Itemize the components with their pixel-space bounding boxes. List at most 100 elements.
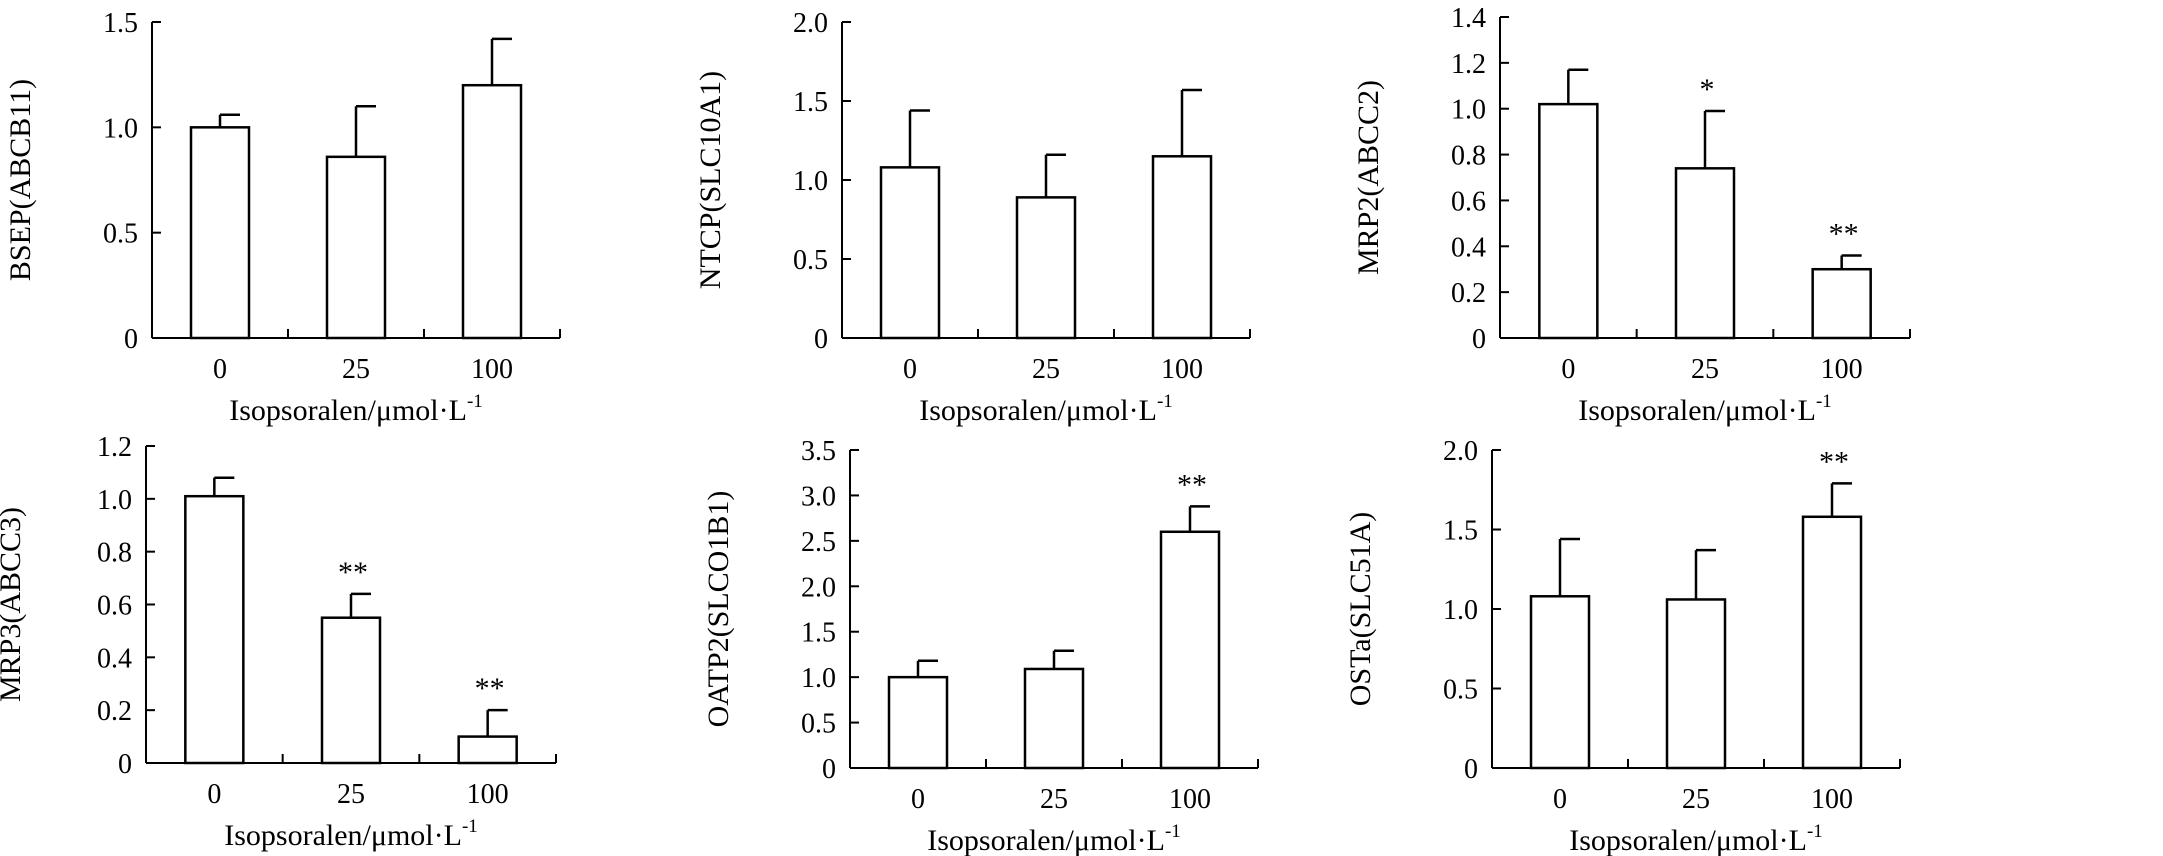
panel-oatp2: 00.51.01.52.02.53.03.50 25**100Isopsorale… bbox=[702, 436, 1259, 856]
panel-bsep: 0 0.5 1.0 1.5 0 25 100 Isopsoralen/μmol·L-1 BSEP… bbox=[4, 8, 561, 427]
panel-ntcp: 00.51.01.52.00 25 100Isopsoralen/μmol·L-1N… bbox=[694, 8, 1251, 427]
y-tick-label: 3.5 bbox=[801, 436, 836, 467]
significance-marker: * bbox=[1700, 73, 1715, 106]
significance-marker: ** bbox=[1177, 468, 1207, 501]
y-tick-label: 0 bbox=[1464, 754, 1478, 785]
bar-0 bbox=[184, 494, 245, 765]
x-axis-label: Isopsoralen/μmol·L-1 bbox=[919, 391, 1173, 427]
y-axis-label: OATP2(SLCO1B1) bbox=[702, 491, 735, 728]
y-axis-label: OSTa(SLC51A) bbox=[1344, 512, 1377, 707]
bar-25 bbox=[1674, 167, 1736, 340]
y-tick-label: 1.4 bbox=[1451, 3, 1486, 34]
significance-marker: ** bbox=[1829, 217, 1859, 250]
x-axis-label: Isopsoralen/μmol·L-1 bbox=[229, 391, 483, 427]
y-tick-label: 0.6 bbox=[1451, 186, 1486, 217]
y-tick-label: 0.6 bbox=[97, 591, 132, 622]
bar-25 bbox=[1023, 667, 1085, 770]
x-tick-label: 25 bbox=[1032, 354, 1060, 385]
bar-25 bbox=[1665, 598, 1727, 770]
y-tick-label: 2.0 bbox=[793, 8, 828, 39]
y-tick-label: 1.5 bbox=[801, 618, 836, 649]
y-tick-label: 0.4 bbox=[97, 643, 132, 674]
x-axis-label: Isopsoralen/μmol·L-1 bbox=[1578, 391, 1832, 427]
y-tick-label: 0.5 bbox=[801, 709, 836, 740]
x-axis-label: Isopsoralen/μmol·L-1 bbox=[1569, 821, 1823, 856]
y-tick-label: 1.0 bbox=[1443, 595, 1478, 626]
x-axis-label-superscript: -1 bbox=[1157, 391, 1173, 412]
y-tick-label: 0.2 bbox=[97, 696, 132, 727]
x-tick-label: 25 bbox=[1691, 354, 1719, 385]
y-tick-label: 1.5 bbox=[1443, 516, 1478, 547]
y-tick-label: 1.5 bbox=[103, 8, 138, 39]
y-tick-label: 1.0 bbox=[801, 663, 836, 694]
y-tick-label: 1.0 bbox=[103, 113, 138, 144]
x-tick-label: 100 bbox=[467, 779, 509, 810]
y-axis-label: MRP2(ABCC2) bbox=[1352, 80, 1385, 275]
x-axis-label-text: Isopsoralen/μmol·L bbox=[919, 394, 1157, 427]
bar-100 bbox=[1811, 267, 1872, 340]
panel-mrp3: 0 0.2 0.4 0.6 0.8 1.0 1.2 0 ** 25 ** 100 Isopsoralen… bbox=[0, 432, 557, 852]
y-tick-label: 1.0 bbox=[1451, 95, 1486, 126]
y-tick-label: 0.8 bbox=[1451, 141, 1486, 172]
x-tick-label: 100 bbox=[471, 354, 513, 385]
x-tick-label: 100 bbox=[1169, 784, 1211, 815]
x-tick-label: 0 bbox=[903, 354, 917, 385]
x-tick-label: 25 bbox=[342, 354, 370, 385]
y-tick-label: 0.2 bbox=[1451, 278, 1486, 309]
y-tick-label: 0.8 bbox=[97, 538, 132, 569]
y-tick-label: 1.5 bbox=[793, 87, 828, 118]
bar-0 bbox=[1529, 595, 1591, 770]
x-axis-label-text: Isopsoralen/μmol·L bbox=[229, 394, 467, 427]
x-tick-label: 0 bbox=[213, 354, 227, 385]
y-tick-label: 1.2 bbox=[97, 432, 132, 463]
bar-25 bbox=[1015, 196, 1077, 340]
x-tick-label: 25 bbox=[1040, 784, 1068, 815]
x-axis-label-superscript: -1 bbox=[1816, 391, 1832, 412]
y-tick-label: 1.0 bbox=[97, 485, 132, 516]
x-axis-label: Isopsoralen/μmol·L-1 bbox=[927, 821, 1181, 856]
x-axis-label-text: Isopsoralen/μmol·L bbox=[1569, 824, 1807, 856]
y-tick-label: 0 bbox=[124, 324, 138, 355]
x-tick-label: 25 bbox=[1682, 784, 1710, 815]
y-tick-label: 0.5 bbox=[103, 219, 138, 250]
y-tick-label: 2.0 bbox=[1443, 436, 1478, 467]
bar-100 bbox=[1159, 530, 1221, 770]
panel-mrp2: 00.20.40.60.81.01.21.40*25**100Isopsoral… bbox=[1352, 3, 1911, 427]
y-tick-label: 0.5 bbox=[1443, 675, 1478, 706]
y-tick-label: 0 bbox=[118, 749, 132, 780]
y-tick-label: 3.0 bbox=[801, 481, 836, 512]
significance-marker: ** bbox=[475, 672, 505, 705]
y-axis-label: NTCP(SLC10A1) bbox=[694, 71, 727, 289]
x-tick-label: 100 bbox=[1161, 354, 1203, 385]
y-tick-label: 0 bbox=[822, 754, 836, 785]
y-tick-label: 2.0 bbox=[801, 572, 836, 603]
bar-100 bbox=[1151, 155, 1213, 340]
x-tick-label: 25 bbox=[337, 779, 365, 810]
y-tick-label: 0 bbox=[814, 324, 828, 355]
x-tick-label: 100 bbox=[1811, 784, 1853, 815]
bar-0 bbox=[189, 126, 251, 340]
panel-osta: 00.51.01.52.00 25**100Isopsoralen/μmol·L-… bbox=[1344, 436, 1901, 856]
y-tick-label: 0.5 bbox=[793, 245, 828, 276]
x-axis-label: Isopsoralen/μmol·L-1 bbox=[224, 816, 478, 852]
x-axis-label-text: Isopsoralen/μmol·L bbox=[1578, 394, 1816, 427]
x-tick-label: 100 bbox=[1821, 354, 1863, 385]
bar-100 bbox=[457, 735, 518, 765]
x-axis-label-superscript: -1 bbox=[1807, 821, 1823, 842]
bar-0 bbox=[1538, 102, 1599, 340]
x-tick-label: 0 bbox=[911, 784, 925, 815]
bar-100 bbox=[1801, 515, 1863, 770]
y-axis-label: BSEP(ABCB11) bbox=[4, 79, 37, 281]
y-axis-label: MRP3(ABCC3) bbox=[0, 507, 27, 702]
y-tick-label: 0 bbox=[1472, 324, 1486, 355]
x-axis-label-superscript: -1 bbox=[1165, 821, 1181, 842]
y-tick-label: 1.2 bbox=[1451, 49, 1486, 80]
y-tick-label: 1.0 bbox=[793, 166, 828, 197]
significance-marker: ** bbox=[338, 556, 368, 589]
x-tick-label: 0 bbox=[207, 779, 221, 810]
bar-0 bbox=[879, 166, 941, 340]
x-axis-label-text: Isopsoralen/μmol·L bbox=[927, 824, 1165, 856]
bar-25 bbox=[320, 616, 382, 765]
x-axis-label-superscript: -1 bbox=[462, 816, 478, 837]
bar-100 bbox=[461, 83, 523, 340]
